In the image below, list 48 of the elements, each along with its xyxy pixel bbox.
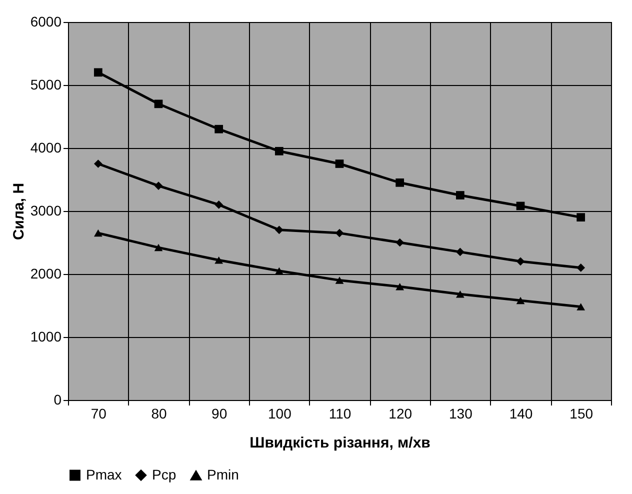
legend-label: Pcp [152, 466, 176, 482]
point [396, 238, 404, 247]
point [456, 290, 464, 298]
x-tick-label: 130 [448, 406, 473, 422]
point [335, 228, 344, 238]
y-tick-label: 2000 [30, 266, 62, 282]
point [94, 160, 102, 168]
x-tick-label: 100 [268, 406, 292, 422]
point [274, 146, 284, 156]
point [576, 213, 586, 222]
x-tick-label: 70 [90, 406, 107, 422]
x-tick-label: 90 [212, 406, 228, 422]
point [154, 100, 163, 108]
x-tick-label: 80 [151, 406, 167, 422]
x-axis-title: Швидкість різання, м/хв [250, 434, 430, 452]
y-tick-label: 6000 [30, 14, 62, 30]
point [94, 68, 102, 77]
y-tick-label: 0 [54, 392, 62, 408]
point [335, 160, 344, 168]
y-axis-title: Сила, Н [10, 182, 28, 240]
x-tick-label: 120 [388, 406, 412, 422]
point [576, 303, 586, 310]
point [576, 264, 586, 272]
y-tick-label: 5000 [30, 76, 62, 92]
point [516, 257, 525, 266]
point [335, 276, 344, 284]
y-tick-label: 3000 [30, 202, 62, 218]
point [274, 267, 284, 274]
point [516, 202, 525, 210]
point [456, 248, 464, 256]
point [214, 200, 224, 209]
point [396, 282, 404, 290]
y-tick-label: 1000 [30, 328, 62, 344]
y-tick-label: 4000 [30, 140, 62, 156]
point [214, 256, 224, 264]
legend-label: Pmin [207, 466, 239, 483]
point [396, 178, 404, 187]
x-tick-label: 140 [509, 406, 533, 422]
x-tick-label: 150 [570, 406, 594, 422]
point [154, 244, 163, 252]
x-tick-label: 110 [328, 406, 352, 422]
point [214, 124, 224, 134]
legend-label: Pmax [86, 466, 122, 482]
point [456, 191, 464, 200]
point [154, 182, 163, 190]
point [516, 296, 525, 304]
point [274, 226, 284, 234]
point [94, 229, 102, 237]
